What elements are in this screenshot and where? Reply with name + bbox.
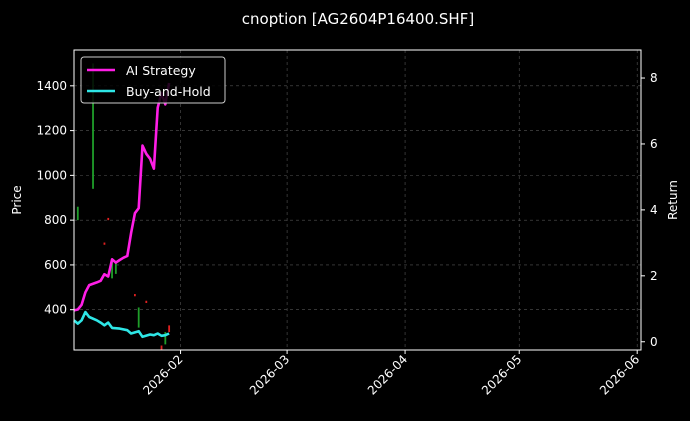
y-left-tick-label: 400 [44,303,67,317]
y-right-tick-label: 4 [650,203,658,217]
y-left-tick-label: 600 [44,258,67,272]
plot-frame [73,49,642,351]
legend: AI Strategy Buy-and-Hold [80,56,226,104]
legend-label-ai-strategy: AI Strategy [126,63,196,78]
legend-box [80,56,226,104]
legend-label-buy-and-hold: Buy-and-Hold [126,84,211,99]
chart-title: cnoption [AG2604P16400.SHF] [242,10,474,28]
y-left-tick-label: 800 [44,213,67,227]
y-left-tick-label: 1400 [36,79,67,93]
return-series [73,82,171,339]
y-axis-right: 0 2 4 6 8 [641,71,658,349]
series-line-buy-and-hold [73,310,170,339]
y-right-tick-label: 2 [650,269,658,283]
series-line-ai-strategy [73,82,171,312]
y-axis-left-label: Price [10,185,24,214]
y-axis-right-label: Return [666,180,680,220]
y-right-tick-label: 6 [650,137,658,151]
y-left-tick-label: 1000 [36,168,67,182]
y-right-tick-label: 0 [650,335,658,349]
y-right-tick-label: 8 [650,71,658,85]
y-left-tick-label: 1200 [36,124,67,138]
y-axis-left: 400 600 800 1000 1200 1400 [36,79,74,317]
